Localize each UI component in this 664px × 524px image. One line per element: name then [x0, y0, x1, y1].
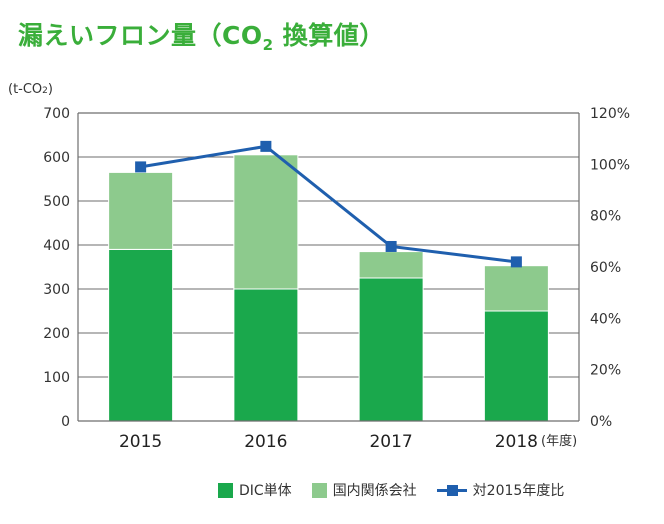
- axis-labels: 0 100 200 300 400 500 600 700 0% 20% 40% 60% 80% 100%…: [43, 106, 630, 452]
- x-tick-label: 2017: [369, 432, 412, 452]
- bar-domestic-2018: [483, 265, 549, 312]
- legend-label-ratio: 対2015年度比: [472, 483, 565, 499]
- legend-item-domestic: 国内関係会社: [311, 480, 417, 500]
- unit-subscript: 2: [42, 86, 48, 96]
- y2-tick-label: 80%: [590, 209, 621, 225]
- bar-domestic-2017: [358, 251, 424, 279]
- unit-main: (t-CO: [8, 82, 43, 97]
- bar-dic-2017: [358, 277, 424, 422]
- chart-title-subscript: 2: [262, 36, 274, 54]
- y-tick-label: 200: [43, 326, 70, 342]
- y2-tick-label: 60%: [590, 260, 621, 276]
- ratio-marker-2016: [260, 140, 272, 152]
- legend-item-dic: DIC単体: [218, 480, 292, 500]
- y2-tick-label: 120%: [590, 106, 630, 122]
- bar-dic-2018: [483, 310, 549, 422]
- y-tick-label: 300: [43, 282, 70, 298]
- bar-domestic-2016: [233, 154, 299, 290]
- x-axis-unit-label: (年度): [541, 433, 577, 449]
- y-tick-label: 600: [43, 150, 70, 166]
- y2-tick-label: 20%: [590, 363, 621, 379]
- axes: [77, 112, 580, 422]
- x-tick-label: 2018: [495, 432, 538, 452]
- legend-swatch-ratio: [436, 483, 467, 498]
- bar-dic-2016: [233, 288, 299, 422]
- legend-label-domestic: 国内関係会社: [332, 483, 417, 499]
- x-tick-label: 2016: [244, 432, 287, 452]
- y-tick-label: 100: [43, 370, 70, 386]
- chart-title: 漏えいフロン量（CO2 換算値）: [18, 16, 385, 54]
- legend: DIC単体 国内関係会社 対2015年度比: [218, 480, 564, 500]
- y2-tick-label: 40%: [590, 311, 621, 327]
- bar-dic-2015: [108, 248, 174, 422]
- y-tick-label: 700: [43, 106, 70, 122]
- ratio-marker-2018: [510, 256, 522, 268]
- y-axis-unit-label: (t-CO2): [8, 82, 53, 97]
- ratio-line-path: [140, 144, 517, 264]
- legend-item-ratio: 対2015年度比: [436, 480, 565, 500]
- chart-title-tail: 換算値）: [273, 21, 385, 50]
- y2-tick-label: 0%: [590, 414, 612, 430]
- y2-tick-label: 100%: [590, 157, 630, 173]
- y-tick-label: 400: [43, 238, 70, 254]
- ratio-line: [135, 140, 522, 268]
- legend-label-dic: DIC単体: [239, 483, 292, 499]
- bar-domestic-2015: [108, 171, 174, 250]
- ratio-marker-2017: [385, 240, 397, 252]
- legend-swatch-domestic: [311, 482, 327, 498]
- x-tick-label: 2015: [119, 432, 162, 452]
- unit-tail: ): [47, 82, 53, 97]
- legend-swatch-dic: [218, 482, 233, 498]
- y-tick-label: 500: [43, 194, 70, 210]
- y-tick-label: 0: [61, 414, 70, 430]
- ratio-marker-2015: [135, 161, 147, 173]
- chart-title-main: 漏えいフロン量（CO: [18, 21, 263, 50]
